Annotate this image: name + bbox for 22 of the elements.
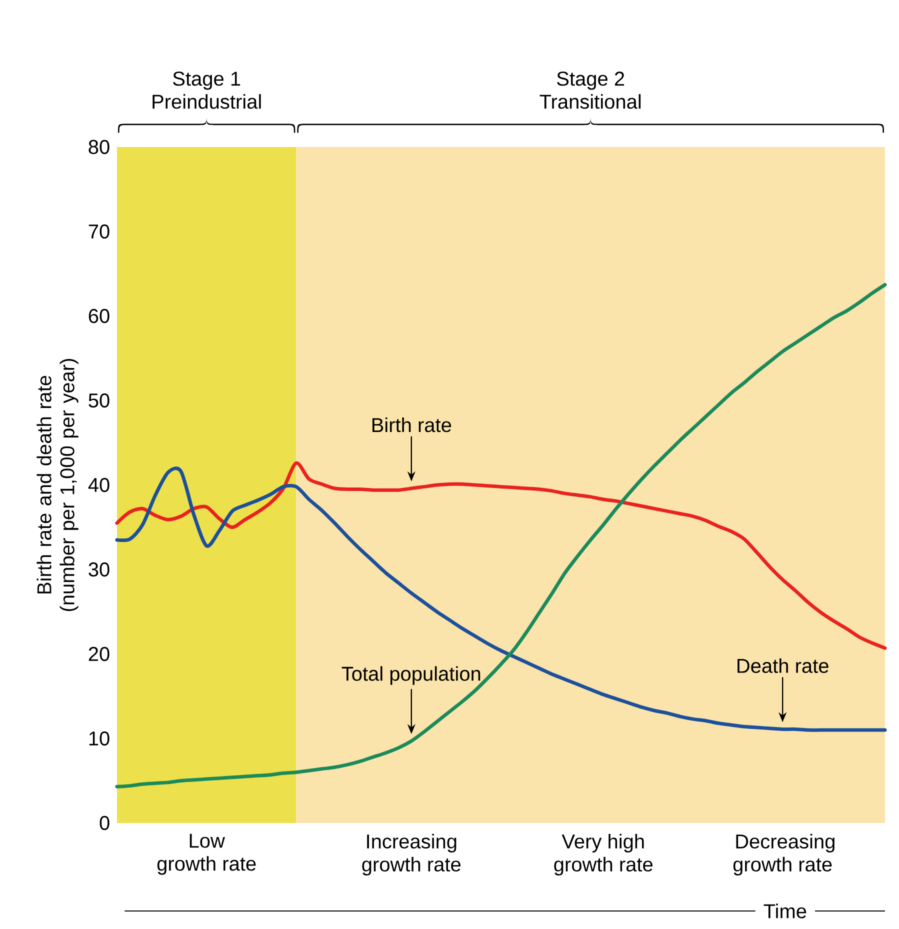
x-tick-label: Low growth rate <box>157 834 256 875</box>
y-tick-label: 70 <box>88 224 110 239</box>
annotation: Total population <box>342 666 480 685</box>
text: Stage 1 Preindustrial <box>152 72 261 109</box>
y-tick-label: 0 <box>100 816 110 830</box>
x-axis-title: Time <box>764 904 806 918</box>
y-tick-label: 40 <box>88 478 110 492</box>
x-tick-label: Very high growth rate <box>554 834 652 876</box>
y-axis-title: Birth rate and death rate (number per 1,000 per year) <box>36 359 78 612</box>
annotation: Birth rate <box>372 417 452 432</box>
y-tick-label: 80 <box>88 140 110 154</box>
text: Stage 2 Transitional <box>540 72 641 109</box>
y-tick-label: 50 <box>88 393 110 408</box>
y-tick-label: 20 <box>88 646 110 662</box>
line-series <box>115 461 887 650</box>
y-tick-label: 60 <box>88 308 110 324</box>
annotation: Death rate <box>738 658 828 673</box>
x-tick-label: Increasing growth rate <box>362 834 460 876</box>
y-tick-label: 10 <box>89 731 110 746</box>
line-series <box>115 282 887 788</box>
x-tick-label: Decreasing growth rate <box>733 834 834 876</box>
y-tick-label: 30 <box>88 562 110 577</box>
